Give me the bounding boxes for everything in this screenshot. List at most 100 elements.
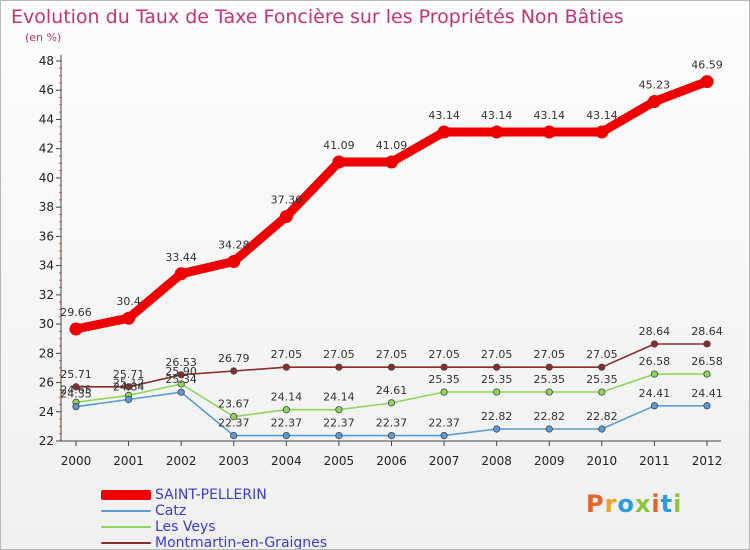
data-point (177, 380, 185, 388)
data-point (177, 388, 185, 396)
y-tick-label: 34 (39, 259, 54, 273)
data-point (124, 383, 133, 391)
logo-letter: P (586, 490, 605, 518)
data-point (440, 431, 448, 440)
data-labels: 25.71 25.71 26.53 26.79 27.05 27.05 27.05 27.05… (60, 59, 723, 430)
data-label: 41.09 (323, 139, 355, 152)
x-tick-label: 2000 (61, 454, 92, 468)
y-tick-label: 46 (39, 83, 54, 97)
data-label: 22.37 (376, 417, 408, 430)
data-label: 24.84 (113, 380, 145, 393)
data-label: 22.82 (586, 410, 618, 423)
data-point (703, 370, 711, 378)
data-label: 46.59 (691, 59, 723, 72)
series-points (69, 75, 714, 440)
data-point (595, 125, 609, 139)
data-point (387, 363, 396, 371)
logo-letter: t (660, 490, 674, 518)
data-point (387, 399, 396, 407)
data-point (700, 75, 714, 89)
data-label: 34.28 (218, 239, 250, 252)
data-point (72, 403, 80, 411)
data-point (72, 383, 80, 391)
data-label: 24.41 (639, 387, 671, 400)
legend-swatch (101, 542, 151, 544)
data-label: 25.35 (534, 373, 566, 386)
y-tick-label: 42 (39, 142, 54, 156)
data-label: 27.05 (586, 348, 618, 361)
y-tick-label: 26 (39, 376, 54, 390)
data-label: 22.37 (218, 417, 250, 430)
data-point (122, 311, 136, 325)
y-tick-label: 30 (39, 317, 54, 331)
data-point (227, 255, 241, 269)
x-tick-label: 2001 (113, 454, 144, 468)
data-label: 25.71 (60, 368, 92, 381)
data-label: 22.37 (323, 417, 355, 430)
data-label: 27.05 (376, 348, 408, 361)
legend-label: SAINT-PELLERIN (155, 487, 267, 503)
data-label: 30.4 (116, 295, 141, 308)
data-label: 22.82 (534, 410, 566, 423)
y-tick-label: 40 (39, 171, 54, 185)
data-point (282, 406, 290, 414)
chart-axes: 22 24 26 28 30 32 34 36 38 40 42 44 46 48 2000 2001 2002… (39, 54, 723, 468)
data-point (545, 425, 553, 433)
data-point (385, 155, 398, 169)
logo-letter: x (634, 490, 652, 518)
data-point (335, 406, 343, 414)
data-point (282, 363, 290, 371)
logo-letter: i (651, 490, 661, 518)
legend-label: Les Veys (155, 519, 216, 535)
legend-swatch (101, 510, 151, 512)
data-point (490, 125, 504, 139)
logo-letter: i (673, 490, 683, 518)
y-tick-label: 32 (39, 288, 54, 302)
data-point (440, 363, 448, 371)
data-point (703, 402, 711, 410)
data-point (279, 210, 293, 224)
data-point (598, 388, 606, 396)
x-tick-label: 2005 (324, 454, 355, 468)
data-point (650, 340, 659, 348)
data-label: 22.37 (428, 417, 460, 430)
data-point (650, 370, 659, 378)
data-label: 43.14 (534, 109, 566, 122)
data-label: 37.36 (271, 194, 303, 207)
legend-label: Montmartin-en-Graignes (155, 535, 328, 550)
data-label: 43.14 (586, 109, 618, 122)
data-label: 23.67 (218, 398, 250, 411)
data-label: 25.34 (165, 373, 197, 386)
data-label: 27.05 (481, 348, 513, 361)
data-point (335, 363, 343, 371)
y-axis-unit: (en %) (25, 31, 62, 44)
data-label: 28.64 (691, 325, 723, 338)
data-point (598, 363, 606, 371)
data-point (332, 155, 346, 169)
y-tick-label: 24 (39, 405, 54, 419)
data-point (230, 431, 238, 440)
data-point (493, 363, 501, 371)
data-point (545, 363, 553, 371)
data-point (124, 395, 133, 404)
x-tick-label: 2012 (692, 454, 723, 468)
x-tick-label: 2008 (481, 454, 512, 468)
data-point (282, 431, 290, 440)
legend-label: Catz (155, 503, 187, 519)
legend-swatch (101, 526, 151, 528)
data-point (598, 425, 606, 433)
data-label: 26.58 (691, 355, 723, 368)
y-tick-label: 38 (39, 200, 54, 214)
data-label: 26.58 (639, 355, 671, 368)
data-label: 27.05 (271, 348, 303, 361)
data-label: 41.09 (376, 139, 408, 152)
data-label: 25.35 (586, 373, 618, 386)
proxiti-logo: Proxiti (586, 490, 682, 518)
data-label: 43.14 (481, 109, 513, 122)
data-label: 25.35 (481, 373, 513, 386)
chart-title: Evolution du Taux de Taxe Foncière sur l… (11, 6, 624, 28)
data-point (177, 371, 185, 379)
x-tick-label: 2011 (639, 454, 670, 468)
x-tick-label: 2004 (271, 454, 302, 468)
